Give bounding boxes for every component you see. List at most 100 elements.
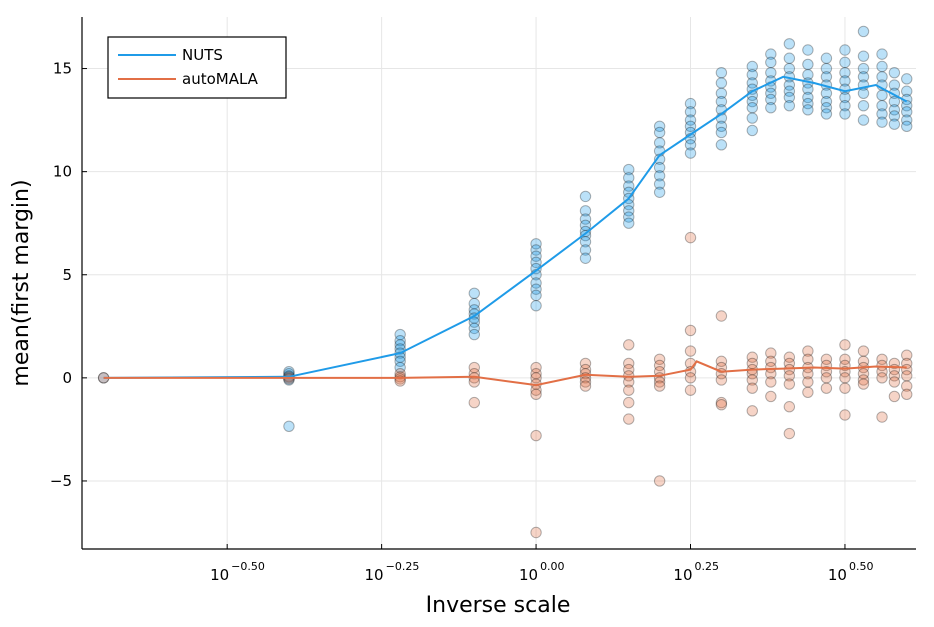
point-nuts [857,99,870,112]
point-automala [746,374,758,386]
point-nuts [765,56,777,69]
y-axis-label: mean(first margin) [9,179,34,386]
point-nuts [820,52,833,64]
point-automala [579,376,592,388]
point-nuts [857,87,870,99]
point-nuts [876,60,888,73]
point-nuts [623,217,635,229]
point-automala [839,339,851,351]
point-automala [820,372,833,384]
point-automala [468,376,480,388]
point-nuts [579,219,592,231]
y-tick-label: −5 [50,472,72,490]
point-nuts [820,108,833,120]
point-nuts [802,44,814,56]
point-nuts [684,120,697,132]
point-nuts [746,124,758,137]
point-nuts [820,62,833,75]
point-nuts [715,95,728,108]
point-automala [684,231,697,244]
point-nuts [746,102,758,114]
point-automala [394,371,406,383]
point-automala [765,361,777,374]
axes [81,17,916,550]
point-nuts [468,287,480,300]
point-automala [820,382,833,394]
point-nuts [530,299,542,312]
series-lines [103,75,908,387]
point-automala [802,353,814,365]
point-automala [857,378,870,390]
point-nuts [857,25,870,38]
point-nuts [839,75,851,87]
point-nuts [876,99,888,112]
point-nuts [715,66,728,79]
point-automala [579,380,592,392]
point-nuts [839,99,851,112]
point-nuts [746,95,758,108]
legend-label-automala: autoMALA [182,70,259,88]
point-nuts [653,170,666,182]
point-nuts [394,339,406,351]
x-tick-exponent: −0.50 [231,560,265,573]
point-nuts [857,50,870,62]
point-automala [783,363,796,376]
point-automala [901,388,913,401]
point-automala [901,370,913,382]
point-automala [623,357,635,370]
point-nuts [623,205,635,217]
point-nuts [746,77,758,89]
point-nuts [783,62,796,75]
point-nuts [684,114,697,126]
point-automala [394,368,406,380]
point-automala [857,374,870,386]
legend: NUTS autoMALA [107,36,287,99]
point-automala [530,429,542,442]
point-nuts [783,99,796,112]
point-nuts [394,355,406,368]
point-nuts [394,361,406,374]
point-nuts [857,114,870,126]
point-automala [746,351,758,363]
point-automala [876,372,888,384]
point-nuts [888,95,901,108]
y-tick-label: 0 [62,369,72,387]
point-automala [468,396,480,409]
point-nuts [901,73,913,85]
point-nuts [684,106,697,118]
point-nuts [746,112,758,124]
x-tick-exponent: −0.25 [386,560,420,573]
point-automala [901,380,913,392]
point-automala [888,376,901,388]
point-automala [715,396,728,409]
point-nuts [765,102,777,114]
point-nuts [623,211,635,223]
x-tick-label: 10 [365,566,384,584]
point-automala [765,355,777,368]
point-nuts [888,104,901,116]
x-axis-label: Inverse scale [426,593,571,618]
point-nuts [623,180,635,192]
point-nuts [839,108,851,120]
point-nuts [901,114,913,126]
point-automala [746,405,758,417]
point-automala [888,370,901,382]
point-nuts [876,71,888,83]
point-nuts [468,322,480,335]
point-automala [684,365,697,378]
point-nuts [530,250,542,262]
point-nuts [579,236,592,248]
point-nuts [857,62,870,75]
point-nuts [653,178,666,190]
point-nuts [653,161,666,174]
point-automala [653,353,666,365]
point-automala [530,526,542,539]
point-automala [839,372,851,384]
point-nuts [579,190,592,203]
point-nuts [715,120,728,132]
point-automala [715,355,728,368]
series-line-nuts [103,75,908,379]
point-automala [746,368,758,380]
point-automala [802,376,814,388]
x-tick-label: 10 [210,566,229,584]
